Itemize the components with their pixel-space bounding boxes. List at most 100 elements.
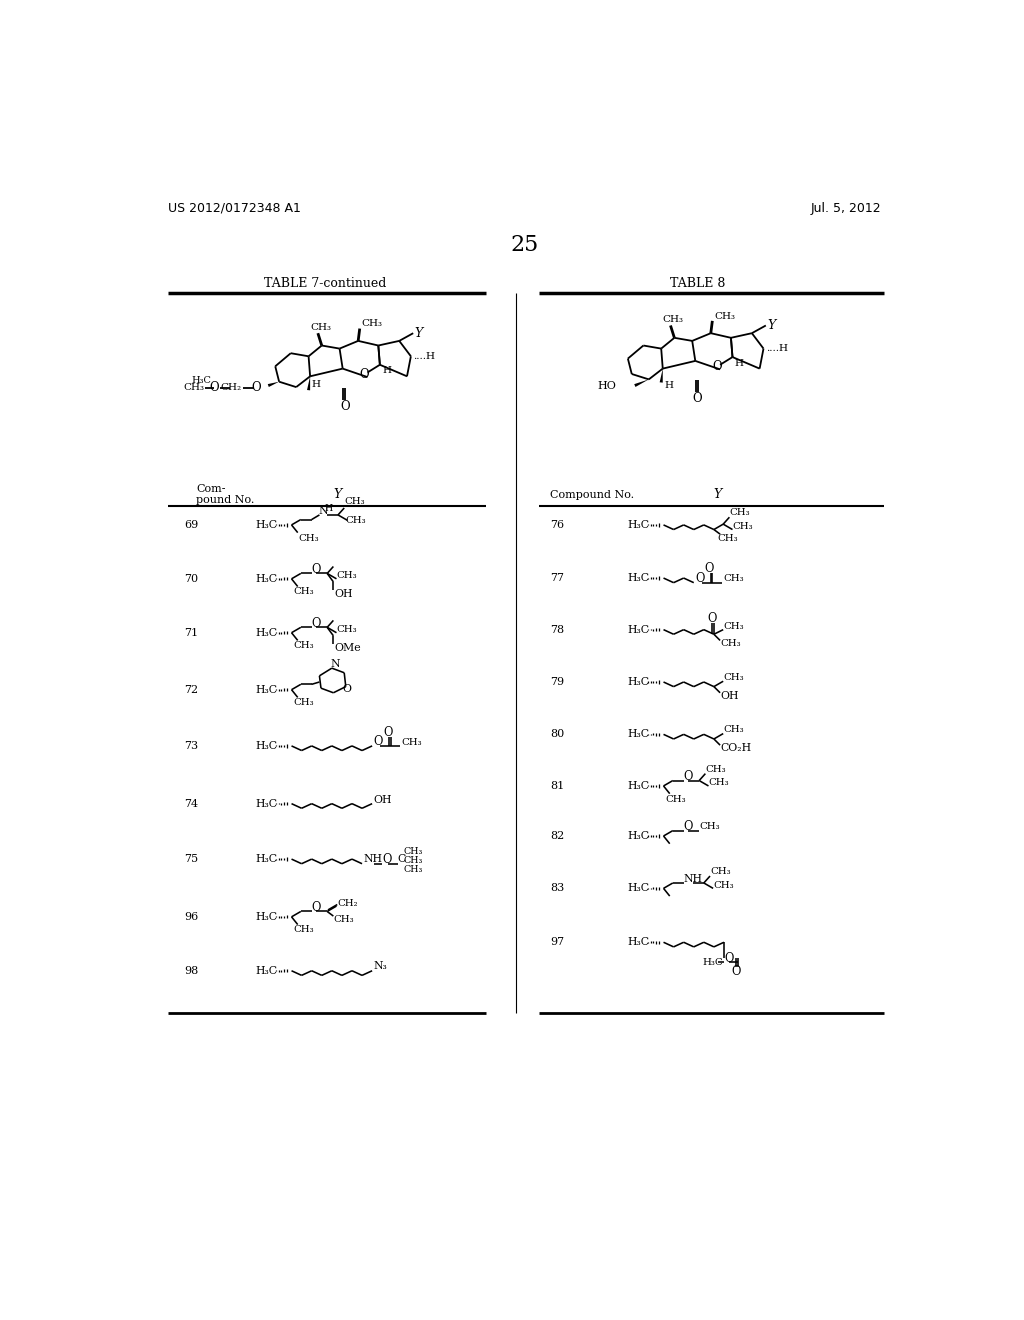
Text: C: C [397,854,406,865]
Text: 73: 73 [183,741,198,751]
Text: OH: OH [374,795,392,805]
Text: H₃C: H₃C [628,677,650,686]
Text: O: O [684,770,693,783]
Text: O: O [382,853,391,866]
Text: 74: 74 [183,799,198,809]
Text: CH₃: CH₃ [310,322,331,331]
Text: NH: NH [684,874,702,884]
Text: H₃C: H₃C [256,628,278,638]
Text: CH₃: CH₃ [361,319,382,329]
Text: TABLE 7-continued: TABLE 7-continued [264,277,387,290]
Text: H₃C: H₃C [628,520,650,529]
Text: 96: 96 [183,912,198,921]
Text: CH₂: CH₂ [337,899,357,908]
Text: CH₃: CH₃ [401,738,422,747]
Text: 98: 98 [183,966,198,975]
Text: 70: 70 [183,574,198,583]
Text: O: O [693,392,702,405]
Text: ....H: ....H [766,345,787,352]
Text: H: H [735,359,743,368]
Text: H₃C: H₃C [628,937,650,948]
Text: O: O [705,562,714,576]
Text: CH₃: CH₃ [710,867,731,876]
Text: 81: 81 [550,781,564,791]
Text: H: H [324,504,333,513]
Text: 72: 72 [183,685,198,694]
Text: Y: Y [713,488,721,502]
Text: CH₃: CH₃ [337,626,357,634]
Text: Jul. 5, 2012: Jul. 5, 2012 [811,202,882,215]
Text: H: H [665,381,674,389]
Text: 97: 97 [550,937,564,948]
Text: O: O [343,684,351,694]
Text: H₃C: H₃C [628,832,650,841]
Text: O: O [311,616,322,630]
Text: CH₃: CH₃ [294,925,314,935]
Text: OMe: OMe [334,643,360,653]
Text: CH₃: CH₃ [344,498,365,507]
Text: O: O [695,572,705,585]
Text: O: O [210,381,219,395]
Text: H₃C: H₃C [256,799,278,809]
Text: Compound No.: Compound No. [550,490,635,500]
Text: 82: 82 [550,832,564,841]
Text: ....H: ....H [414,352,435,360]
Text: H₃C: H₃C [628,781,650,791]
Text: CH₃: CH₃ [403,857,423,865]
Text: H₃C: H₃C [628,883,650,894]
Text: CH₃: CH₃ [714,312,735,321]
Polygon shape [267,381,280,387]
Text: O: O [251,381,260,395]
Text: CH₃: CH₃ [718,535,738,544]
Text: CH₃: CH₃ [403,866,423,874]
Text: O: O [684,820,693,833]
Text: CH₃: CH₃ [732,521,753,531]
Text: O: O [340,400,350,413]
Text: 80: 80 [550,730,564,739]
Text: H₃C: H₃C [628,730,650,739]
Text: Y: Y [767,319,775,333]
Text: CH₃: CH₃ [709,779,729,787]
Text: CH₃: CH₃ [720,639,740,648]
Text: CH₃: CH₃ [663,315,684,323]
Text: 71: 71 [183,628,198,638]
Text: O: O [724,952,733,965]
Text: H₃C: H₃C [256,574,278,583]
Text: CH₃: CH₃ [729,508,750,517]
Text: N₃: N₃ [374,961,387,972]
Text: OH: OH [334,589,352,599]
Polygon shape [307,376,310,391]
Text: CH₃: CH₃ [183,383,204,392]
Text: CH₃: CH₃ [403,847,423,855]
Polygon shape [659,368,663,383]
Text: CH₃: CH₃ [299,533,319,543]
Text: CH₃: CH₃ [294,587,314,597]
Text: Y: Y [415,326,423,339]
Polygon shape [634,379,649,387]
Text: CO₂H: CO₂H [720,743,752,754]
Text: CH₃: CH₃ [346,516,367,525]
Text: Y: Y [333,488,341,502]
Text: O: O [732,965,741,978]
Text: CH₂: CH₂ [221,383,242,392]
Text: US 2012/0172348 A1: US 2012/0172348 A1 [168,202,301,215]
Text: CH₃: CH₃ [706,764,726,774]
Text: CH₃: CH₃ [666,795,686,804]
Text: O: O [708,612,717,626]
Text: H₃C: H₃C [628,573,650,583]
Text: HO: HO [597,380,616,391]
Text: CH₃: CH₃ [294,642,314,651]
Text: TABLE 8: TABLE 8 [670,277,725,290]
Text: CH₃: CH₃ [713,880,734,890]
Text: CH₃: CH₃ [337,572,357,581]
Text: H: H [311,380,321,388]
Text: 76: 76 [550,520,564,529]
Text: H₃C: H₃C [702,958,723,966]
Text: CH₃: CH₃ [723,574,743,583]
Text: H₃C: H₃C [256,912,278,921]
Text: CH₃: CH₃ [723,673,743,682]
Text: O: O [712,360,722,372]
Text: O: O [311,902,322,915]
Text: OH: OH [720,690,738,701]
Text: O: O [383,726,392,739]
